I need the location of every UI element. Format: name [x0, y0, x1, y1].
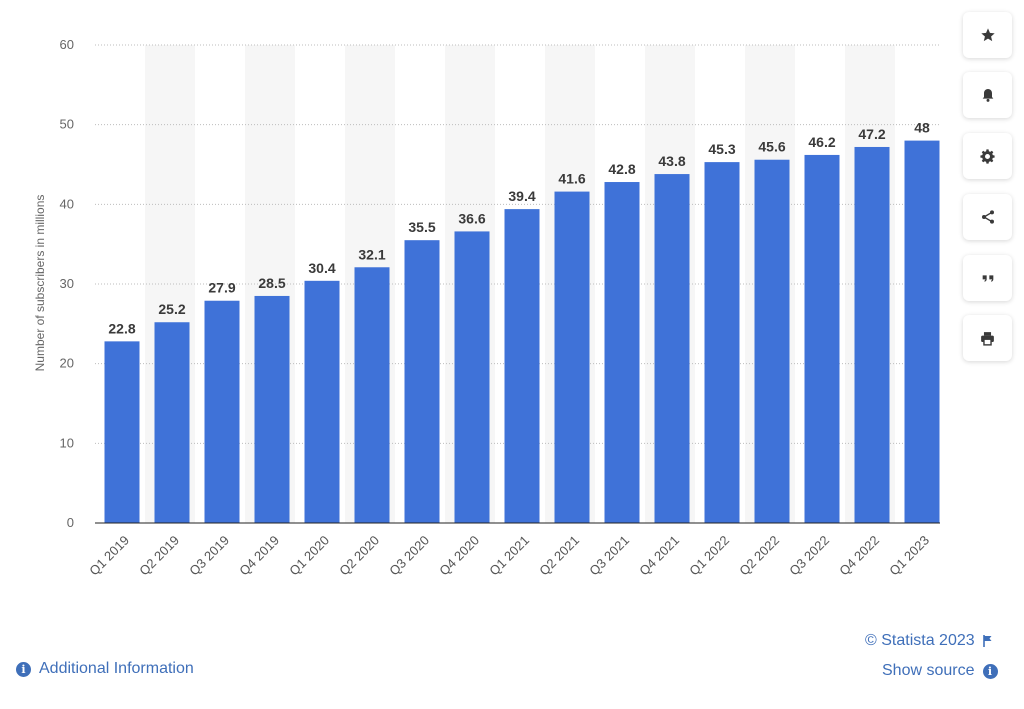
bar-value-label: 25.2 — [158, 301, 185, 317]
y-tick-label: 0 — [67, 515, 74, 530]
bar[interactable] — [404, 240, 440, 523]
bar-chart: 0 10 20 30 40 50 60 Number of subscribers in m… — [33, 37, 940, 579]
bar[interactable] — [754, 159, 790, 523]
x-tick-label: Q1 2023 — [886, 533, 932, 579]
y-tick-label: 30 — [60, 276, 74, 291]
bar-value-label: 46.2 — [808, 134, 835, 150]
show-source-link[interactable]: Show source i — [882, 662, 998, 680]
x-tick-label: Q3 2020 — [386, 533, 432, 579]
bar-value-label: 41.6 — [558, 171, 585, 187]
bar-value-label: 42.8 — [608, 161, 635, 177]
bar[interactable] — [704, 162, 740, 524]
bar[interactable] — [154, 322, 190, 523]
bar-value-label: 35.5 — [408, 219, 435, 235]
bar-value-label: 27.9 — [208, 280, 235, 296]
bar[interactable] — [204, 300, 240, 523]
bar-value-label: 48 — [914, 120, 930, 136]
bar-value-label: 39.4 — [508, 188, 535, 204]
copyright-text: © Statista 2023 — [865, 632, 975, 649]
y-axis-ticks: 0 10 20 30 40 50 60 — [60, 37, 74, 530]
y-tick-label: 10 — [60, 435, 74, 450]
x-tick-label: Q1 2022 — [686, 533, 732, 579]
x-tick-label: Q3 2021 — [586, 533, 632, 579]
show-source-label: Show source — [882, 662, 975, 679]
bar-value-label: 43.8 — [658, 153, 685, 169]
share-button[interactable] — [963, 194, 1012, 240]
print-icon — [979, 330, 996, 347]
x-tick-label: Q2 2020 — [336, 533, 382, 579]
bar-value-label: 30.4 — [308, 260, 335, 276]
bar[interactable] — [504, 209, 540, 523]
bar[interactable] — [854, 146, 890, 523]
bell-icon — [980, 87, 996, 103]
x-tick-label: Q4 2020 — [436, 533, 482, 579]
share-icon — [980, 209, 996, 225]
bar[interactable] — [104, 341, 140, 523]
bar-value-label: 47.2 — [858, 126, 885, 142]
x-tick-label: Q2 2022 — [736, 533, 782, 579]
additional-information-link[interactable]: i Additional Information — [16, 660, 194, 678]
print-button[interactable] — [963, 315, 1012, 361]
bar[interactable] — [554, 191, 590, 523]
info-icon: i — [16, 661, 31, 677]
y-tick-label: 40 — [60, 196, 74, 211]
star-icon — [980, 27, 996, 43]
x-tick-label: Q2 2021 — [536, 533, 582, 579]
x-axis-ticks: Q1 2019 Q2 2019 Q3 2019 Q4 2019 Q1 2020 Q2 20… — [86, 533, 932, 579]
flag-icon — [982, 635, 993, 647]
bar-value-label: 28.5 — [258, 275, 285, 291]
x-tick-label: Q1 2020 — [286, 533, 332, 579]
data-labels: 22.8 25.2 27.9 28.5 30.4 32.1 35.5 36.6 39.4 41.6… — [108, 120, 930, 337]
y-tick-label: 50 — [60, 117, 74, 132]
settings-button[interactable] — [963, 133, 1012, 179]
y-tick-label: 60 — [60, 37, 74, 52]
x-tick-label: Q3 2022 — [786, 533, 832, 579]
bars — [104, 140, 940, 524]
x-tick-label: Q2 2019 — [136, 533, 182, 579]
quote-icon — [980, 270, 996, 286]
bar-value-label: 36.6 — [458, 210, 485, 226]
bar[interactable] — [454, 231, 490, 524]
bar[interactable] — [354, 267, 390, 523]
x-tick-label: Q3 2019 — [186, 533, 232, 579]
gear-icon — [979, 148, 996, 165]
bar[interactable] — [254, 295, 290, 523]
x-tick-label: Q4 2022 — [836, 533, 882, 579]
bar[interactable] — [804, 154, 840, 523]
copyright-notice: © Statista 2023 — [865, 632, 993, 650]
bar-value-label: 45.3 — [708, 141, 735, 157]
bar-value-label: 45.6 — [758, 139, 785, 155]
notification-button[interactable] — [963, 72, 1012, 118]
bar[interactable] — [904, 140, 940, 523]
x-tick-label: Q1 2019 — [86, 533, 132, 579]
additional-information-label: Additional Information — [39, 660, 194, 677]
x-tick-label: Q1 2021 — [486, 533, 532, 579]
bar-value-label: 22.8 — [108, 320, 135, 336]
cite-button[interactable] — [963, 255, 1012, 301]
info-icon: i — [982, 663, 998, 679]
x-tick-label: Q4 2019 — [236, 533, 282, 579]
bar-value-label: 32.1 — [358, 246, 385, 262]
bar[interactable] — [304, 280, 340, 523]
y-axis-label: Number of subscribers in millions — [33, 195, 47, 372]
y-tick-label: 20 — [60, 356, 74, 371]
bar[interactable] — [604, 182, 640, 523]
favorite-button[interactable] — [963, 12, 1012, 58]
x-tick-label: Q4 2021 — [636, 533, 682, 579]
bar[interactable] — [654, 174, 690, 523]
